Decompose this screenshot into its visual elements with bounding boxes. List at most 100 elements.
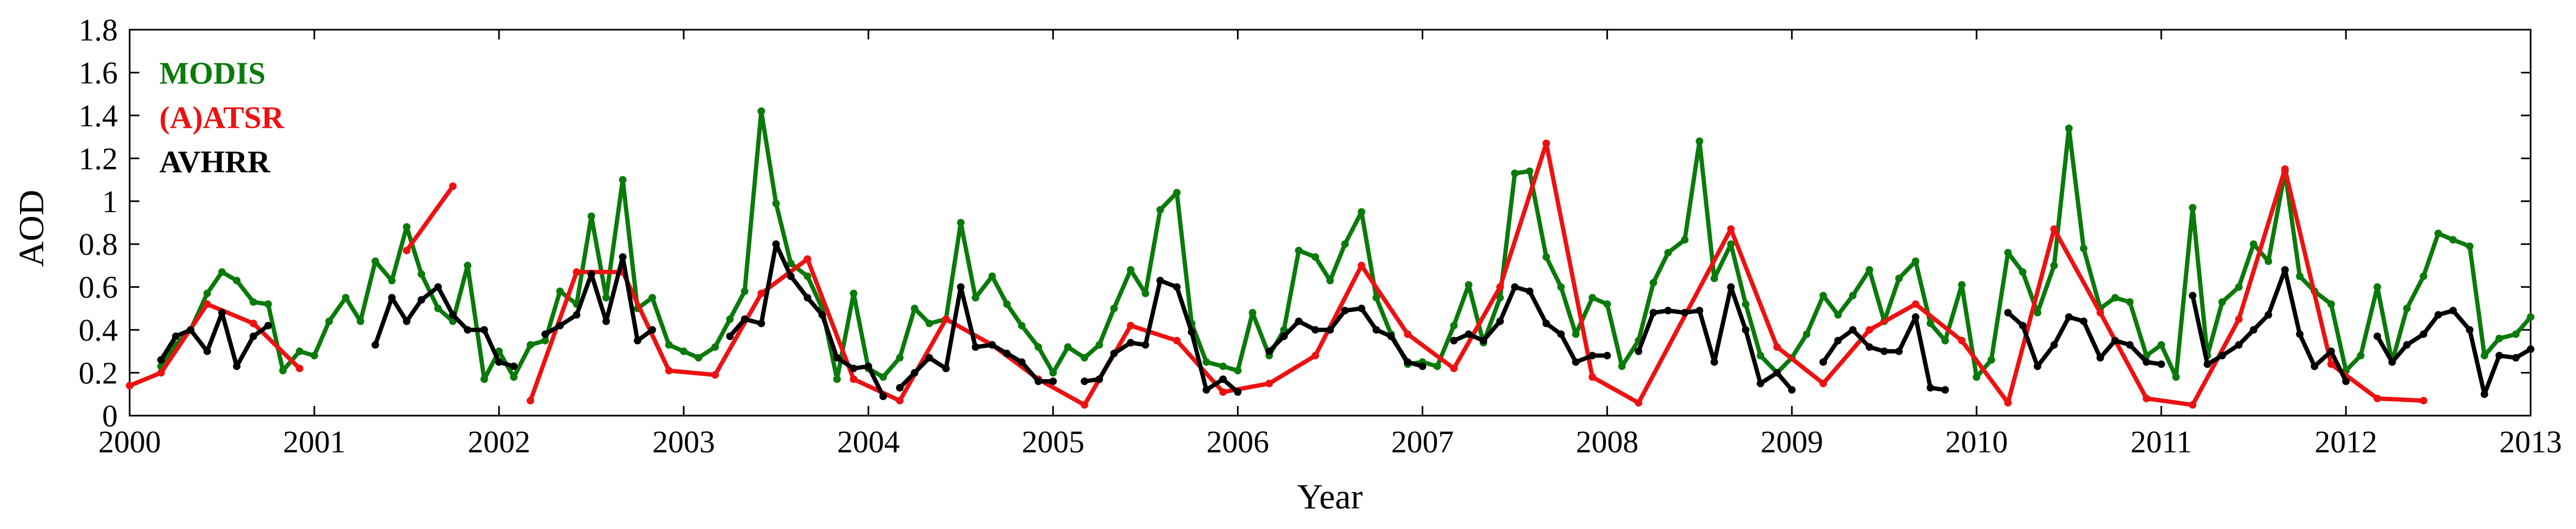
data-point xyxy=(2203,360,2211,368)
data-point xyxy=(1373,326,1380,334)
data-point xyxy=(972,343,979,351)
data-point xyxy=(896,354,904,362)
data-point xyxy=(1018,358,1026,366)
data-point xyxy=(726,333,734,340)
data-point xyxy=(1003,300,1011,308)
data-point xyxy=(587,270,595,278)
data-point xyxy=(1741,300,1750,308)
data-point xyxy=(1757,351,1765,360)
data-point xyxy=(1865,326,1873,334)
data-point xyxy=(757,289,765,297)
x-axis-title: Year xyxy=(1297,477,1363,517)
data-point xyxy=(2065,313,2073,321)
data-point xyxy=(942,315,950,323)
data-point xyxy=(1496,317,1504,325)
data-point xyxy=(371,257,379,265)
data-point xyxy=(925,354,933,362)
data-point xyxy=(342,294,350,302)
data-point xyxy=(2235,283,2243,291)
data-point xyxy=(1127,266,1135,274)
data-point xyxy=(1341,307,1349,315)
data-point xyxy=(850,289,858,297)
data-point xyxy=(1311,351,1320,360)
data-point xyxy=(510,373,518,381)
data-point xyxy=(1464,330,1472,338)
data-point xyxy=(957,219,965,227)
data-point xyxy=(1819,291,1827,300)
data-point xyxy=(541,330,549,338)
series-modis xyxy=(157,107,2534,383)
series-a-atsr xyxy=(126,139,2427,409)
data-point xyxy=(1557,283,1565,291)
data-point xyxy=(186,326,194,334)
data-point xyxy=(1219,388,1227,396)
data-point xyxy=(2019,268,2027,276)
data-point xyxy=(1219,375,1227,383)
data-point xyxy=(2264,257,2272,265)
data-point xyxy=(1311,253,1320,261)
data-point xyxy=(1326,326,1334,334)
data-point xyxy=(1479,337,1488,344)
data-point xyxy=(2403,341,2411,349)
data-point xyxy=(1234,388,1242,396)
data-point xyxy=(2296,272,2304,280)
data-point xyxy=(1727,225,1735,233)
data-point xyxy=(480,375,488,383)
series-avhrr xyxy=(157,240,2534,401)
data-point xyxy=(2480,390,2488,398)
data-point xyxy=(495,358,503,366)
series-line xyxy=(1267,306,1425,369)
data-point xyxy=(1110,349,1118,357)
data-point xyxy=(1664,307,1672,315)
data-point xyxy=(1895,274,1903,282)
data-point xyxy=(787,272,795,280)
data-point xyxy=(2034,362,2042,370)
data-point xyxy=(1202,358,1210,366)
data-point xyxy=(1525,167,1534,175)
x-tick-label: 2009 xyxy=(1760,424,1823,459)
data-point xyxy=(402,247,411,255)
y-tick-label: 0.2 xyxy=(79,356,118,391)
data-point xyxy=(1525,287,1534,295)
data-point xyxy=(957,283,965,291)
data-point xyxy=(418,296,426,304)
data-point xyxy=(2019,322,2027,330)
data-point xyxy=(1757,379,1765,388)
data-point xyxy=(1326,276,1334,284)
data-point xyxy=(1926,320,1934,328)
data-point xyxy=(1696,307,1704,315)
data-point xyxy=(371,341,379,349)
data-point xyxy=(556,322,564,330)
data-point xyxy=(2512,330,2520,338)
data-point xyxy=(1849,326,1857,334)
data-point xyxy=(1819,358,1827,366)
data-point xyxy=(850,375,858,383)
data-point xyxy=(1741,326,1750,334)
data-point xyxy=(2157,341,2165,349)
data-point xyxy=(402,223,411,231)
data-point xyxy=(2495,335,2503,342)
data-point xyxy=(2342,377,2350,385)
plot-frame xyxy=(129,29,2532,417)
data-point xyxy=(1589,373,1596,381)
series-line xyxy=(127,302,302,388)
data-point xyxy=(726,315,734,323)
data-point xyxy=(1450,322,1458,330)
data-point xyxy=(1450,364,1458,372)
data-point xyxy=(2126,341,2134,349)
data-point xyxy=(1034,343,1042,351)
data-point xyxy=(2327,300,2335,308)
data-point xyxy=(803,255,811,263)
data-point xyxy=(2419,330,2427,338)
data-point xyxy=(233,276,241,284)
data-point xyxy=(648,294,656,302)
data-point xyxy=(618,176,627,184)
data-point xyxy=(218,309,226,317)
data-point xyxy=(1034,377,1042,385)
data-point xyxy=(2281,165,2289,173)
data-point xyxy=(1387,333,1395,340)
x-tick-label: 2002 xyxy=(468,424,530,459)
data-point xyxy=(1865,266,1873,274)
data-point xyxy=(527,341,534,349)
